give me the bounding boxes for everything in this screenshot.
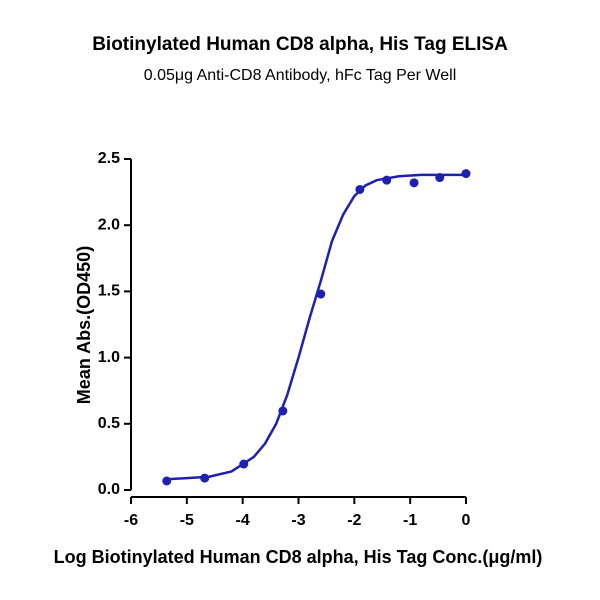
fit-curve bbox=[164, 173, 466, 481]
x-tick-label: -3 bbox=[291, 512, 305, 529]
x-tick-label: -4 bbox=[236, 512, 250, 529]
chart-subtitle: 0.05μg Anti-CD8 Antibody, hFc Tag Per We… bbox=[144, 67, 457, 84]
y-tick-label: 1.5 bbox=[98, 283, 120, 300]
chart-title: Biotinylated Human CD8 alpha, His Tag EL… bbox=[92, 34, 508, 55]
y-tick-label: 2.0 bbox=[98, 216, 120, 233]
y-tick-label: 1.0 bbox=[98, 349, 120, 366]
data-point bbox=[461, 169, 471, 179]
y-axis-label: Mean Abs.(OD450) bbox=[74, 246, 94, 404]
data-point bbox=[409, 178, 419, 188]
x-tick-label: -1 bbox=[403, 512, 417, 529]
x-tick-label: -5 bbox=[180, 512, 194, 529]
x-tick-label: 0 bbox=[462, 512, 471, 529]
x-tick-label: -6 bbox=[124, 512, 138, 529]
y-tick-label: 0.0 bbox=[98, 481, 120, 498]
x-tick-label: -2 bbox=[347, 512, 361, 529]
y-tick-label: 2.5 bbox=[98, 150, 120, 167]
y-tick-label: 0.5 bbox=[98, 415, 120, 432]
x-axis-label: Log Biotinylated Human CD8 alpha, His Ta… bbox=[54, 547, 543, 567]
